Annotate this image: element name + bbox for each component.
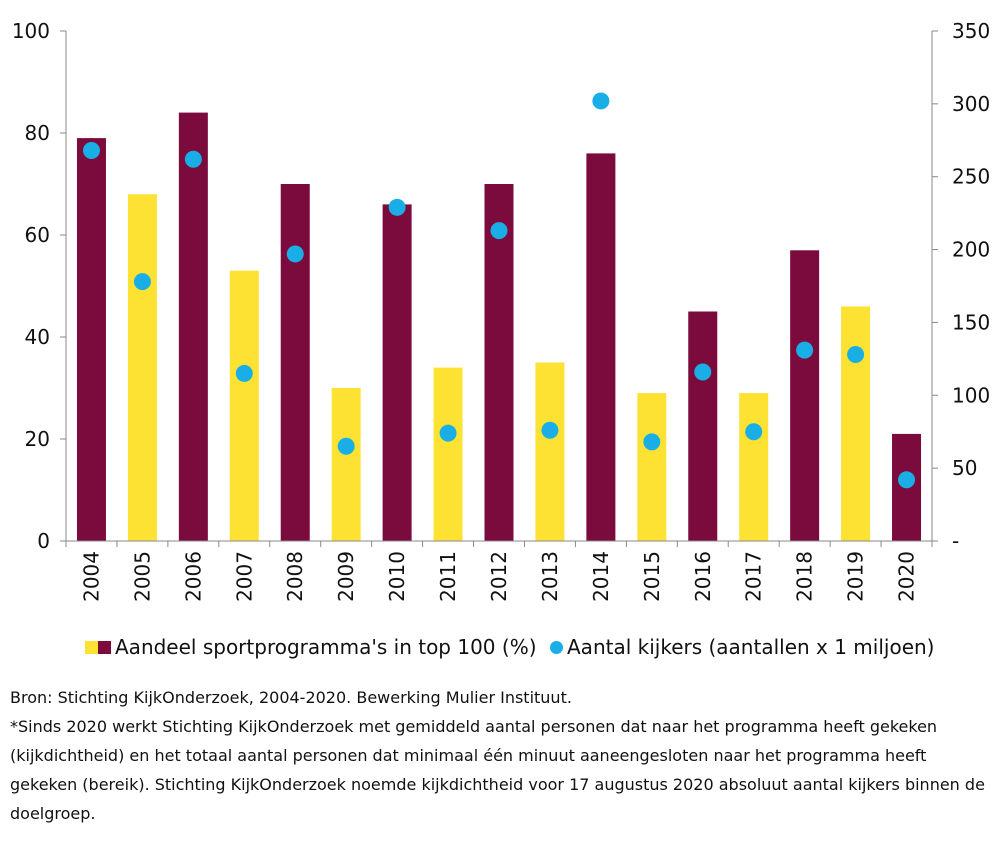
- x-tick-label: 2011: [436, 551, 460, 602]
- axes: [65, 31, 933, 542]
- dot-2014: [592, 92, 610, 110]
- bar-2016: [688, 311, 718, 541]
- right-tick-label: 50: [952, 456, 977, 480]
- dot-2015: [643, 433, 661, 451]
- dot-2004: [82, 141, 100, 159]
- x-tick-label: 2018: [793, 551, 817, 602]
- scatter-series: [82, 92, 916, 489]
- x-tick-label: 2015: [640, 551, 664, 602]
- right-tick-label: 150: [952, 310, 990, 334]
- dot-2020: [898, 471, 916, 489]
- x-tick-label: 2004: [79, 551, 103, 602]
- bar-2012: [484, 184, 514, 541]
- footnote: *Sinds 2020 werkt Stichting KijkOnderzoe…: [10, 717, 985, 823]
- left-tick-label: 100: [12, 19, 50, 43]
- x-tick-label: 2020: [895, 551, 919, 602]
- bar-2007: [229, 270, 259, 541]
- right-tick-label: 350: [952, 19, 990, 43]
- legend: Aandeel sportprogramma's in top 100 (%) …: [0, 634, 1000, 664]
- left-tick-label: 0: [37, 529, 50, 553]
- bar-series: [76, 112, 922, 542]
- x-tick-label: 2006: [181, 551, 205, 602]
- dot-2005: [133, 273, 151, 291]
- source-note: Bron: Stichting KijkOnderzoek, 2004-2020…: [10, 688, 572, 707]
- bar-2009: [331, 388, 361, 541]
- dot-2019: [847, 345, 865, 363]
- dot-2018: [796, 341, 814, 359]
- x-tick-label: 2014: [589, 551, 613, 602]
- x-tick-label: 2009: [334, 551, 358, 602]
- legend-label-dots: Aantal kijkers (aantallen x 1 miljoen): [567, 635, 935, 659]
- x-tick-label: 2016: [691, 551, 715, 602]
- bar-2006: [178, 112, 208, 541]
- bar-2018: [790, 250, 820, 542]
- left-tick-label: 60: [25, 223, 50, 247]
- bar-2013: [535, 362, 565, 541]
- dot-2006: [184, 150, 202, 168]
- left-axis-ticks: 0 20 40 60 80 100: [12, 19, 66, 553]
- bar-2017: [739, 393, 769, 541]
- x-tick-label: 2008: [283, 551, 307, 602]
- legend-item-bars: Aandeel sportprogramma's in top 100 (%): [85, 634, 537, 660]
- bar-2005: [127, 194, 157, 541]
- x-tick-label: 2007: [232, 551, 256, 602]
- bar-2019: [841, 306, 871, 541]
- right-tick-label: 100: [952, 383, 990, 407]
- legend-dot-icon: [550, 640, 563, 654]
- right-tick-label: -: [952, 529, 959, 553]
- legend-swatch-maroon: [98, 640, 111, 654]
- bar-2011: [433, 367, 463, 541]
- dot-2013: [541, 421, 559, 439]
- x-tick-label: 2010: [385, 551, 409, 602]
- left-tick-label: 40: [25, 325, 50, 349]
- right-tick-label: 250: [952, 165, 990, 189]
- dot-2009: [337, 437, 355, 455]
- right-tick-label: 200: [952, 238, 990, 262]
- x-tick-label: 2005: [130, 551, 154, 602]
- bar-2015: [637, 393, 667, 541]
- x-tick-label: 2019: [844, 551, 868, 602]
- x-axis-ticks: 2004 2005 2006 2007 2008 2009 2010 2011 2012 2013…: [65, 541, 933, 602]
- left-tick-label: 80: [25, 121, 50, 145]
- bar-2008: [280, 184, 310, 541]
- dot-2008: [286, 245, 304, 263]
- chart-notes: Bron: Stichting KijkOnderzoek, 2004-2020…: [10, 683, 995, 828]
- x-tick-label: 2013: [538, 551, 562, 602]
- legend-label-bars: Aandeel sportprogramma's in top 100 (%): [115, 635, 537, 659]
- x-tick-label: 2012: [487, 551, 511, 602]
- bar-2010: [382, 204, 412, 541]
- x-tick-label: 2017: [742, 551, 766, 602]
- dot-2011: [439, 424, 457, 442]
- legend-item-dots: Aantal kijkers (aantallen x 1 miljoen): [550, 634, 934, 660]
- dot-2007: [235, 364, 253, 382]
- bar-2014: [586, 153, 616, 541]
- bar-2004: [76, 138, 106, 541]
- right-tick-label: 300: [952, 92, 990, 116]
- dot-2010: [388, 198, 406, 216]
- dot-2012: [490, 222, 508, 240]
- left-tick-label: 20: [25, 427, 50, 451]
- dot-2016: [694, 363, 712, 381]
- dot-2017: [745, 423, 763, 441]
- right-axis-ticks: - 50 100 150 200 250 300 350: [932, 19, 990, 553]
- legend-swatch-yellow: [85, 640, 98, 654]
